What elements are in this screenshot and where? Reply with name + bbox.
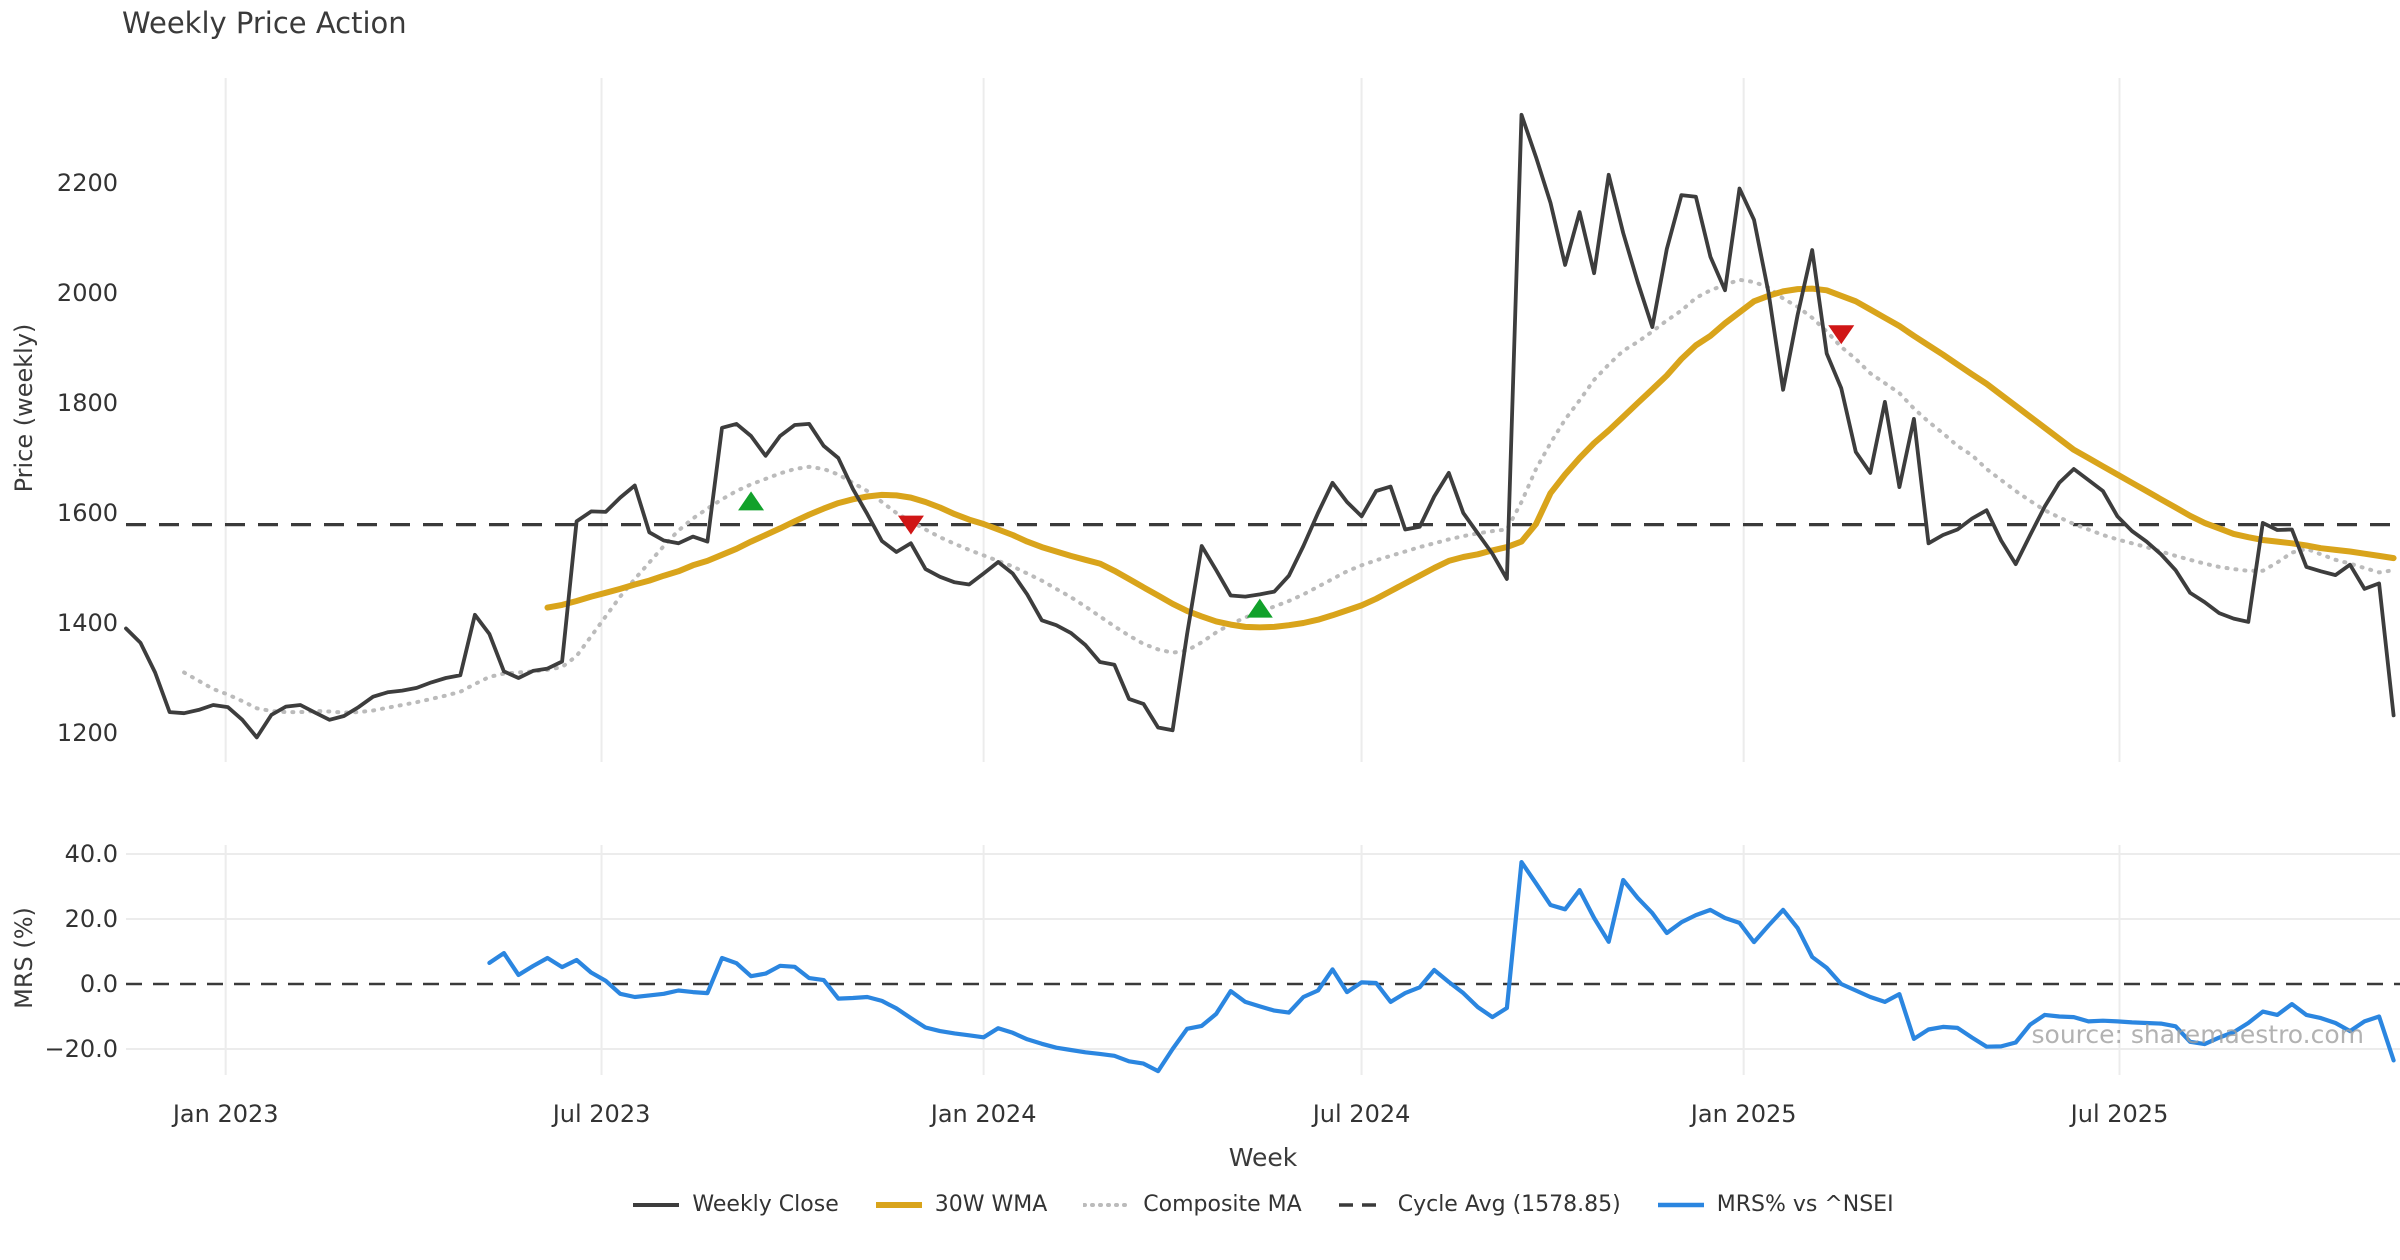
legend-item: Composite MA <box>1083 1192 1302 1217</box>
legend-swatch-solid <box>633 1202 680 1207</box>
legend-swatch-dashed <box>1338 1202 1385 1207</box>
legend-label: 30W WMA <box>934 1192 1048 1217</box>
legend-swatch-dotted <box>1083 1202 1132 1207</box>
mrs-tick-label: −20.0 <box>44 1035 118 1063</box>
legend-swatch-solid <box>1657 1202 1704 1207</box>
legend-label: Composite MA <box>1143 1192 1302 1217</box>
mrs-axis-label: MRS (%) <box>10 907 38 1009</box>
weekly-close-line <box>124 112 2396 740</box>
x-tick-label: Jan 2023 <box>171 1100 279 1128</box>
legend-item: MRS% vs ^NSEI <box>1657 1192 1894 1217</box>
price-tick-label: 1600 <box>57 499 118 527</box>
buy-signal-marker <box>738 491 765 511</box>
mrs-tick-label: 40.0 <box>65 840 118 868</box>
sell-signal-marker <box>1828 325 1855 345</box>
x-tick-label: Jul 2025 <box>2069 1100 2169 1128</box>
price-tick-label: 1800 <box>57 389 118 417</box>
legend-label: Cycle Avg (1578.85) <box>1397 1192 1621 1217</box>
legend-label: MRS% vs ^NSEI <box>1716 1192 1894 1217</box>
price-tick-label: 1200 <box>57 719 118 747</box>
x-tick-label: Jan 2024 <box>929 1100 1037 1128</box>
price-tick-label: 1400 <box>57 609 118 637</box>
mrs-tick-label: 20.0 <box>65 905 118 933</box>
price-tick-label: 2200 <box>57 169 118 197</box>
buy-signal-marker <box>1246 598 1273 618</box>
legend-label: Weekly Close <box>692 1192 839 1217</box>
legend-item: Cycle Avg (1578.85) <box>1338 1192 1621 1217</box>
mrs-tick-label: 0.0 <box>80 970 118 998</box>
legend-swatch-solid <box>875 1201 922 1208</box>
chart-title: Weekly Price Action <box>122 6 407 40</box>
legend: Weekly Close 30W WMA Composite MA Cycle Avg… <box>126 1192 2400 1217</box>
legend-item: 30W WMA <box>875 1192 1048 1217</box>
sell-signal-marker <box>897 515 924 535</box>
wma-30w-line <box>544 285 2397 631</box>
x-tick-label: Jul 2024 <box>1311 1100 1411 1128</box>
price-axis-label: Price (weekly) <box>10 323 38 493</box>
watermark: source: sharemaestro.com <box>2031 1020 2365 1049</box>
x-tick-label: Jan 2025 <box>1689 1100 1797 1128</box>
x-axis-label: Week <box>1228 1143 1298 1172</box>
x-tick-label: Jul 2023 <box>551 1100 651 1128</box>
composite-ma-line <box>182 277 2396 715</box>
mrs-line <box>487 859 2396 1074</box>
price-tick-label: 2000 <box>57 279 118 307</box>
legend-item: Weekly Close <box>632 1192 839 1217</box>
